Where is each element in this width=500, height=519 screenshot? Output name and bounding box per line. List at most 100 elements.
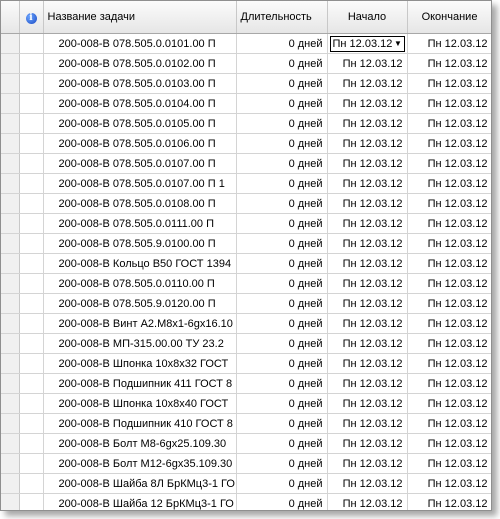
duration-cell[interactable]: 0 дней [236, 233, 328, 254]
finish-date-cell[interactable]: Пн 12.03.12 [407, 133, 491, 154]
start-date-cell[interactable]: Пн 12.03.12 [327, 73, 408, 94]
task-name-cell[interactable]: 200-008-В 078.505.0.0111.00 П [43, 213, 237, 234]
duration-cell[interactable]: 0 дней [236, 73, 328, 94]
duration-cell[interactable]: 0 дней [236, 393, 328, 414]
finish-date-cell[interactable]: Пн 12.03.12 [407, 153, 491, 174]
duration-cell[interactable]: 0 дней [236, 193, 328, 214]
finish-date-cell[interactable]: Пн 12.03.12 [407, 293, 491, 314]
indicator-cell[interactable] [19, 213, 44, 234]
duration-cell[interactable]: 0 дней [236, 313, 328, 334]
task-name-cell[interactable]: 200-008-В 078.505.0.0107.00 П 1 [43, 173, 237, 194]
duration-cell[interactable]: 0 дней [236, 433, 328, 454]
task-name-cell[interactable]: 200-008-В 078.505.9.0120.00 П [43, 293, 237, 314]
finish-date-cell[interactable]: Пн 12.03.12 [407, 253, 491, 274]
table-row[interactable]: 200-008-В Болт М12-6gх35.109.30 0 дней Пн … [1, 453, 491, 474]
table-row[interactable]: 200-008-В Кольцо В50 ГОСТ 1394 0 дней Пн 1… [1, 253, 491, 274]
task-name-cell[interactable]: 200-008-В 078.505.0.0107.00 П [43, 153, 237, 174]
duration-cell[interactable]: 0 дней [236, 493, 328, 510]
table-row[interactable]: 200-008-В Шпонка 10х8х32 ГОСТ 0 дней Пн 12… [1, 353, 491, 374]
start-date-cell[interactable]: Пн 12.03.12 [327, 293, 408, 314]
table-row[interactable]: 200-008-В МП-315.00.00 ТУ 23.2 0 дней Пн 1… [1, 333, 491, 354]
indicator-cell[interactable] [19, 453, 44, 474]
duration-cell[interactable]: 0 дней [236, 153, 328, 174]
finish-date-cell[interactable]: Пн 12.03.12 [407, 453, 491, 474]
indicator-cell[interactable] [19, 493, 44, 510]
task-name-cell[interactable]: 200-008-В Шайба 8Л БрКМц3-1 ГО [43, 473, 237, 494]
start-date-picker[interactable]: Пн 12.03.12 ▼ [329, 35, 405, 52]
task-name-cell[interactable]: 200-008-В 078.505.0.0108.00 П [43, 193, 237, 214]
task-name-cell[interactable]: 200-008-В 078.505.0.0105.00 П [43, 113, 237, 134]
task-name-cell[interactable]: 200-008-В 078.505.9.0100.00 П [43, 233, 237, 254]
duration-cell[interactable]: 0 дней [236, 173, 328, 194]
column-header-duration[interactable]: Длительность [236, 1, 328, 34]
finish-date-cell[interactable]: Пн 12.03.12 [407, 113, 491, 134]
task-name-cell[interactable]: 200-008-В 078.505.0.0102.00 П [43, 53, 237, 74]
start-date-cell[interactable]: Пн 12.03.12 [327, 193, 408, 214]
indicator-cell[interactable] [19, 433, 44, 454]
row-selector[interactable] [1, 373, 20, 394]
start-date-cell[interactable]: Пн 12.03.12 [327, 433, 408, 454]
row-selector[interactable] [1, 153, 20, 174]
duration-cell[interactable]: 0 дней [236, 113, 328, 134]
duration-cell[interactable]: 0 дней [236, 353, 328, 374]
finish-date-cell[interactable]: Пн 12.03.12 [407, 353, 491, 374]
task-name-cell[interactable]: 200-008-В 078.505.0.0110.00 П [43, 273, 237, 294]
start-date-cell[interactable]: Пн 12.03.12 [327, 273, 408, 294]
indicator-cell[interactable] [19, 413, 44, 434]
row-selector[interactable] [1, 493, 20, 510]
duration-cell[interactable]: 0 дней [236, 333, 328, 354]
start-date-cell[interactable]: Пн 12.03.12 [327, 353, 408, 374]
start-date-cell[interactable]: Пн 12.03.12 [327, 253, 408, 274]
table-row[interactable]: 200-008-В Болт М8-6gх25.109.30 0 дней Пн 1… [1, 433, 491, 454]
indicator-cell[interactable] [19, 153, 44, 174]
start-date-cell[interactable]: Пн 12.03.12 [327, 373, 408, 394]
row-selector[interactable] [1, 433, 20, 454]
duration-cell[interactable]: 0 дней [236, 413, 328, 434]
start-date-cell[interactable]: Пн 12.03.12 [327, 113, 408, 134]
start-date-cell[interactable]: Пн 12.03.12 [327, 53, 408, 74]
task-name-cell[interactable]: 200-008-В Подшипник 411 ГОСТ 8 [43, 373, 237, 394]
indicator-cell[interactable] [19, 473, 44, 494]
start-date-cell[interactable]: Пн 12.03.12 [327, 233, 408, 254]
table-row[interactable]: 200-008-В Винт А2.М8х1-6gх16.10 0 дней Пн … [1, 313, 491, 334]
start-date-cell[interactable]: Пн 12.03.12 [327, 473, 408, 494]
finish-date-cell[interactable]: Пн 12.03.12 [407, 33, 491, 54]
duration-cell[interactable]: 0 дней [236, 213, 328, 234]
finish-date-cell[interactable]: Пн 12.03.12 [407, 193, 491, 214]
indicator-cell[interactable] [19, 333, 44, 354]
start-date-cell[interactable]: Пн 12.03.12 [327, 453, 408, 474]
finish-date-cell[interactable]: Пн 12.03.12 [407, 473, 491, 494]
duration-cell[interactable]: 0 дней [236, 53, 328, 74]
task-name-cell[interactable]: 200-008-В Болт М12-6gх35.109.30 [43, 453, 237, 474]
indicator-cell[interactable] [19, 373, 44, 394]
column-header-start[interactable]: Начало [327, 1, 408, 34]
task-name-cell[interactable]: 200-008-В 078.505.0.0103.00 П [43, 73, 237, 94]
duration-cell[interactable]: 0 дней [236, 453, 328, 474]
start-date-cell[interactable]: Пн 12.03.12 [327, 213, 408, 234]
start-date-cell[interactable]: Пн 12.03.12 [327, 413, 408, 434]
row-selector[interactable] [1, 73, 20, 94]
indicator-cell[interactable] [19, 173, 44, 194]
duration-cell[interactable]: 0 дней [236, 293, 328, 314]
task-name-cell[interactable]: 200-008-В Шпонка 10х8х40 ГОСТ [43, 393, 237, 414]
start-date-cell[interactable]: Пн 12.03.12 [327, 393, 408, 414]
finish-date-cell[interactable]: Пн 12.03.12 [407, 73, 491, 94]
indicators-header[interactable]: i [19, 1, 44, 34]
row-selector[interactable] [1, 113, 20, 134]
task-name-cell[interactable]: 200-008-В Шпонка 10х8х32 ГОСТ [43, 353, 237, 374]
table-row[interactable]: 200-008-В Шпонка 10х8х40 ГОСТ 0 дней Пн 12… [1, 393, 491, 414]
task-name-cell[interactable]: 200-008-В Шайба 12 БрКМц3-1 ГО [43, 493, 237, 510]
start-date-editor-cell[interactable]: Пн 12.03.12 ▼ [327, 33, 408, 54]
row-selector[interactable] [1, 193, 20, 214]
table-row[interactable]: 200-008-В Шайба 12 БрКМц3-1 ГО 0 дней Пн 1… [1, 493, 491, 510]
row-selector[interactable] [1, 393, 20, 414]
task-name-cell[interactable]: 200-008-В Кольцо В50 ГОСТ 1394 [43, 253, 237, 274]
